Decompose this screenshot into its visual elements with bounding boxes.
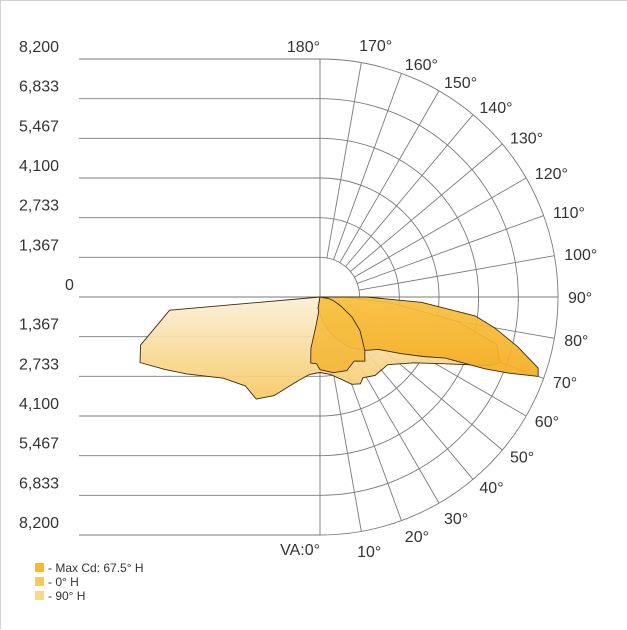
y-tick-label-9: 2,733 xyxy=(19,356,59,373)
angle-labels: VA:0° 10° 20° 30° 40° 50° 60° 70° 80° 90° 100° 110°… xyxy=(280,38,597,561)
grid-spoke-120 xyxy=(354,177,527,278)
angle-label-130: 130° xyxy=(510,131,543,148)
y-tick-label-8: 1,367 xyxy=(19,317,59,334)
angle-label-90: 90° xyxy=(568,290,592,307)
series-group xyxy=(139,296,539,400)
y-tick-label-5: 2,733 xyxy=(19,198,59,215)
angle-label-160: 160° xyxy=(405,57,438,74)
angle-label-0: VA:0° xyxy=(280,542,320,559)
grid-spoke-160 xyxy=(333,73,402,260)
angle-label-140: 140° xyxy=(479,100,512,117)
legend-label-2: - 0° H xyxy=(48,575,79,589)
grid-spoke-170 xyxy=(326,62,362,259)
y-tick-label-12: 6,833 xyxy=(19,475,59,492)
y-tick-label-1: 8,200 xyxy=(19,39,59,56)
y-tick-label-7: 0 xyxy=(65,277,74,294)
angle-label-100: 100° xyxy=(564,247,597,264)
y-tick-label-13: 8,200 xyxy=(19,515,59,532)
angle-label-30: 30° xyxy=(444,511,468,528)
angle-label-10: 10° xyxy=(357,544,381,561)
legend-label-1: - Max Cd: 67.5° H xyxy=(48,561,144,575)
grid-spoke-130 xyxy=(350,143,503,272)
legend-swatch-3 xyxy=(35,591,44,600)
angle-label-150: 150° xyxy=(444,75,477,92)
y-tick-label-10: 4,100 xyxy=(19,396,59,413)
y-tick-label-4: 4,100 xyxy=(19,158,59,175)
angle-label-40: 40° xyxy=(479,480,503,497)
y-tick-label-2: 6,833 xyxy=(19,79,59,96)
legend-swatch-1 xyxy=(35,563,44,572)
y-tick-label-6: 1,367 xyxy=(19,237,59,254)
angle-label-60: 60° xyxy=(535,414,559,431)
angle-label-80: 80° xyxy=(564,333,588,350)
grid-spoke-100 xyxy=(358,255,555,291)
grid-spoke-150 xyxy=(339,90,440,263)
angle-label-120: 120° xyxy=(535,166,568,183)
angle-label-20: 20° xyxy=(405,529,429,546)
y-tick-label-11: 5,467 xyxy=(19,436,59,453)
grid-spoke-140 xyxy=(345,114,474,267)
angle-label-170: 170° xyxy=(359,38,392,55)
angle-label-70: 70° xyxy=(553,375,577,392)
legend: - Max Cd: 67.5° H- 0° H- 90° H xyxy=(35,561,144,603)
y-tick-label-3: 5,467 xyxy=(19,118,59,135)
legend-swatch-2 xyxy=(35,577,44,586)
legend-label-3: - 90° H xyxy=(48,589,85,603)
angle-label-50: 50° xyxy=(510,449,534,466)
angle-label-110: 110° xyxy=(553,205,585,222)
y-axis-labels: 8,200 6,833 5,467 4,100 2,733 1,367 0 1,367 2,73… xyxy=(19,39,74,532)
series-shape-3 xyxy=(310,296,366,374)
grid-spoke-110 xyxy=(357,215,544,284)
angle-label-180: 180° xyxy=(287,39,320,56)
